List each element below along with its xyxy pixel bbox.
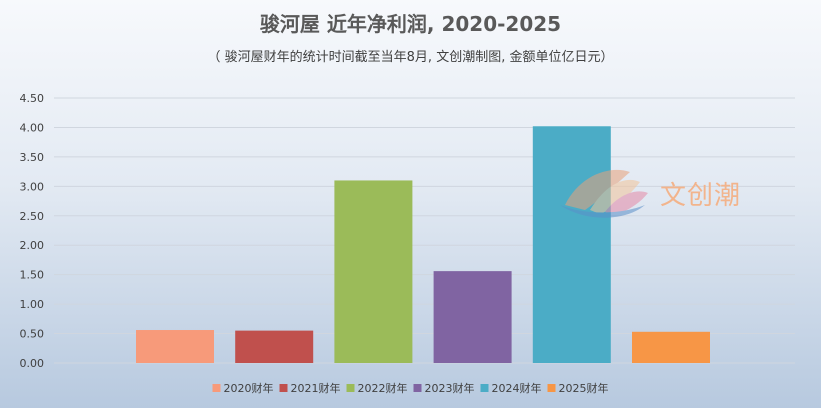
legend-swatch [212,384,221,392]
bar-5 [532,126,611,364]
legend-label: 2020财年 [224,381,274,395]
y-tick-label: 1.00 [20,298,45,311]
chart-title: 骏河屋 近年净利润, 2020-2025 [259,12,562,36]
bar-1 [136,330,214,363]
legend-label: 2021财年 [291,381,341,395]
y-tick-label: 3.50 [20,151,45,164]
y-tick-label: 4.50 [20,92,45,105]
watermark-logo-icon [560,169,648,218]
y-axis: 0.00 0.50 1.00 1.50 2.00 2.50 3.00 3.50 4.00 4.50 [20,92,45,370]
legend-swatch [413,384,422,392]
legend-label: 2025财年 [559,381,609,395]
bar-6 [632,331,710,363]
watermark-text: 文创潮 [660,181,742,211]
y-tick-label: 2.00 [20,239,45,252]
legend-label: 2023财年 [425,381,475,395]
y-tick-label: 4.00 [20,121,45,134]
legend-swatch [547,384,556,392]
legend: 2020财年 2021财年 2022财年 2023财年 2024财年 2025财年 [212,381,609,395]
legend-label: 2022财年 [358,381,408,395]
y-tick-label: 0.00 [20,357,45,370]
bar-4 [433,271,512,363]
legend-swatch [279,384,288,392]
y-tick-label: 2.50 [20,210,45,223]
bar-3 [334,180,413,363]
y-tick-label: 0.50 [20,328,45,341]
bar-2 [235,330,314,363]
legend-swatch [480,384,489,392]
y-tick-label: 1.50 [20,269,45,282]
legend-label: 2024财年 [492,381,542,395]
bars [136,126,710,364]
y-tick-label: 3.00 [20,180,45,193]
chart-subtitle: （ 骏河屋财年的统计时间截至当年8月, 文创潮制图, 金额单位亿日元） [207,50,614,65]
gridlines [54,97,795,364]
legend-swatch [346,384,355,392]
